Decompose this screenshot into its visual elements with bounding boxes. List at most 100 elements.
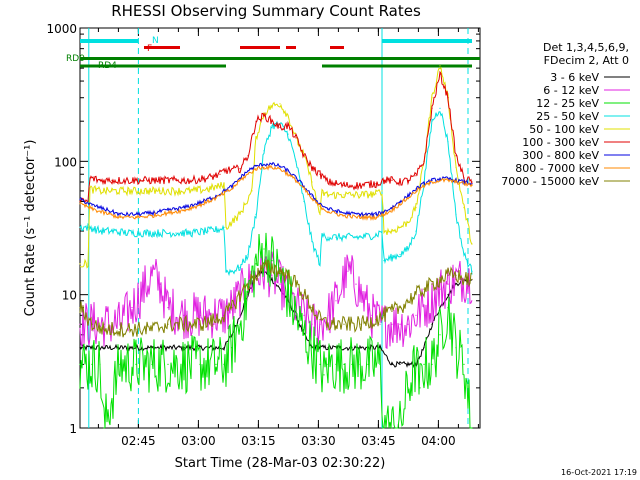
data-point	[463, 183, 465, 185]
data-point	[175, 190, 177, 192]
data-point	[319, 173, 321, 175]
data-point	[135, 216, 137, 218]
data-point	[239, 177, 241, 179]
data-point	[111, 230, 113, 232]
data-point	[167, 307, 169, 309]
data-point	[207, 188, 209, 190]
x-tick-label: 03:45	[361, 434, 396, 448]
data-point	[231, 270, 233, 272]
data-point	[91, 204, 93, 206]
data-point	[415, 363, 417, 365]
data-point	[231, 188, 233, 190]
data-point	[447, 141, 449, 143]
series-line	[79, 259, 473, 338]
annotation-label-rd0: RD0	[66, 54, 85, 64]
data-point	[383, 213, 385, 215]
series-100-300-kev	[79, 70, 473, 204]
data-point	[271, 105, 273, 107]
data-point	[91, 363, 93, 365]
data-point	[431, 363, 433, 365]
data-point	[375, 193, 377, 195]
data-point	[447, 283, 449, 285]
data-point	[263, 163, 265, 165]
data-point	[359, 184, 361, 186]
status-annotations: NF RD0 RD4	[66, 28, 480, 428]
data-point	[255, 168, 257, 170]
data-point	[431, 181, 433, 183]
data-point	[207, 230, 209, 232]
data-point	[359, 216, 361, 218]
plot-frame	[79, 27, 481, 429]
data-point	[431, 120, 433, 122]
data-point	[151, 212, 153, 214]
data-point	[439, 65, 441, 67]
data-point	[455, 181, 457, 183]
data-point	[79, 323, 81, 325]
data-point	[279, 288, 281, 290]
data-point	[271, 266, 273, 269]
data-point	[239, 323, 241, 325]
data-point	[295, 283, 297, 285]
data-point	[463, 177, 465, 179]
data-point	[159, 232, 161, 234]
data-point	[99, 190, 101, 192]
axis-ticks: 02:45 03:00 03:15 03:30 03:45 04:00 1 10 100 1000	[46, 22, 480, 448]
data-point	[103, 427, 105, 429]
data-point	[455, 283, 457, 285]
data-point	[407, 323, 409, 325]
data-point	[391, 427, 393, 429]
data-point	[91, 323, 93, 325]
data-point	[111, 179, 113, 181]
data-point	[439, 307, 441, 309]
data-point	[343, 184, 345, 186]
data-point	[391, 256, 393, 259]
data-point	[263, 266, 265, 269]
data-point	[343, 323, 345, 325]
data-point	[343, 363, 345, 365]
data-point	[303, 200, 305, 203]
x-tick-label: 03:15	[241, 434, 276, 448]
data-point	[407, 221, 409, 223]
data-point	[407, 195, 409, 197]
data-point	[271, 278, 273, 281]
data-point	[407, 387, 409, 389]
data-point	[183, 207, 185, 209]
data-point	[255, 213, 257, 215]
legend-label: 300 - 800 keV	[522, 149, 599, 162]
data-point	[343, 236, 345, 238]
data-point	[167, 212, 169, 214]
data-point	[321, 192, 323, 194]
data-point	[295, 314, 297, 316]
x-tick-label: 03:30	[301, 434, 336, 448]
data-point	[271, 260, 273, 262]
data-point	[375, 234, 377, 236]
data-point	[279, 165, 281, 167]
data-point	[303, 155, 305, 157]
data-point	[295, 137, 297, 139]
data-point	[471, 243, 473, 245]
data-point	[111, 190, 113, 192]
data-point	[239, 213, 241, 215]
data-point	[99, 179, 101, 181]
data-point	[183, 209, 185, 211]
y-tick-label: 1	[69, 422, 77, 436]
data-point	[399, 200, 401, 203]
data-point	[415, 314, 417, 316]
y-tick-label: 100	[54, 155, 77, 169]
y-axis-label: Count Rate (s⁻¹ detector⁻¹)	[23, 140, 38, 317]
data-point	[119, 363, 121, 365]
data-point	[263, 115, 265, 117]
x-axis-label: Start Time (28-Mar-03 02:30:22)	[175, 456, 386, 471]
x-tick-label: 02:45	[121, 434, 156, 448]
data-point	[175, 232, 177, 234]
data-point	[311, 198, 313, 200]
data-point	[295, 160, 297, 162]
data-point	[347, 270, 349, 272]
series-12-25-kev	[79, 232, 473, 429]
data-point	[335, 363, 337, 365]
data-point	[79, 347, 81, 349]
data-point	[319, 213, 321, 215]
data-point	[375, 213, 377, 215]
data-point	[223, 170, 225, 172]
